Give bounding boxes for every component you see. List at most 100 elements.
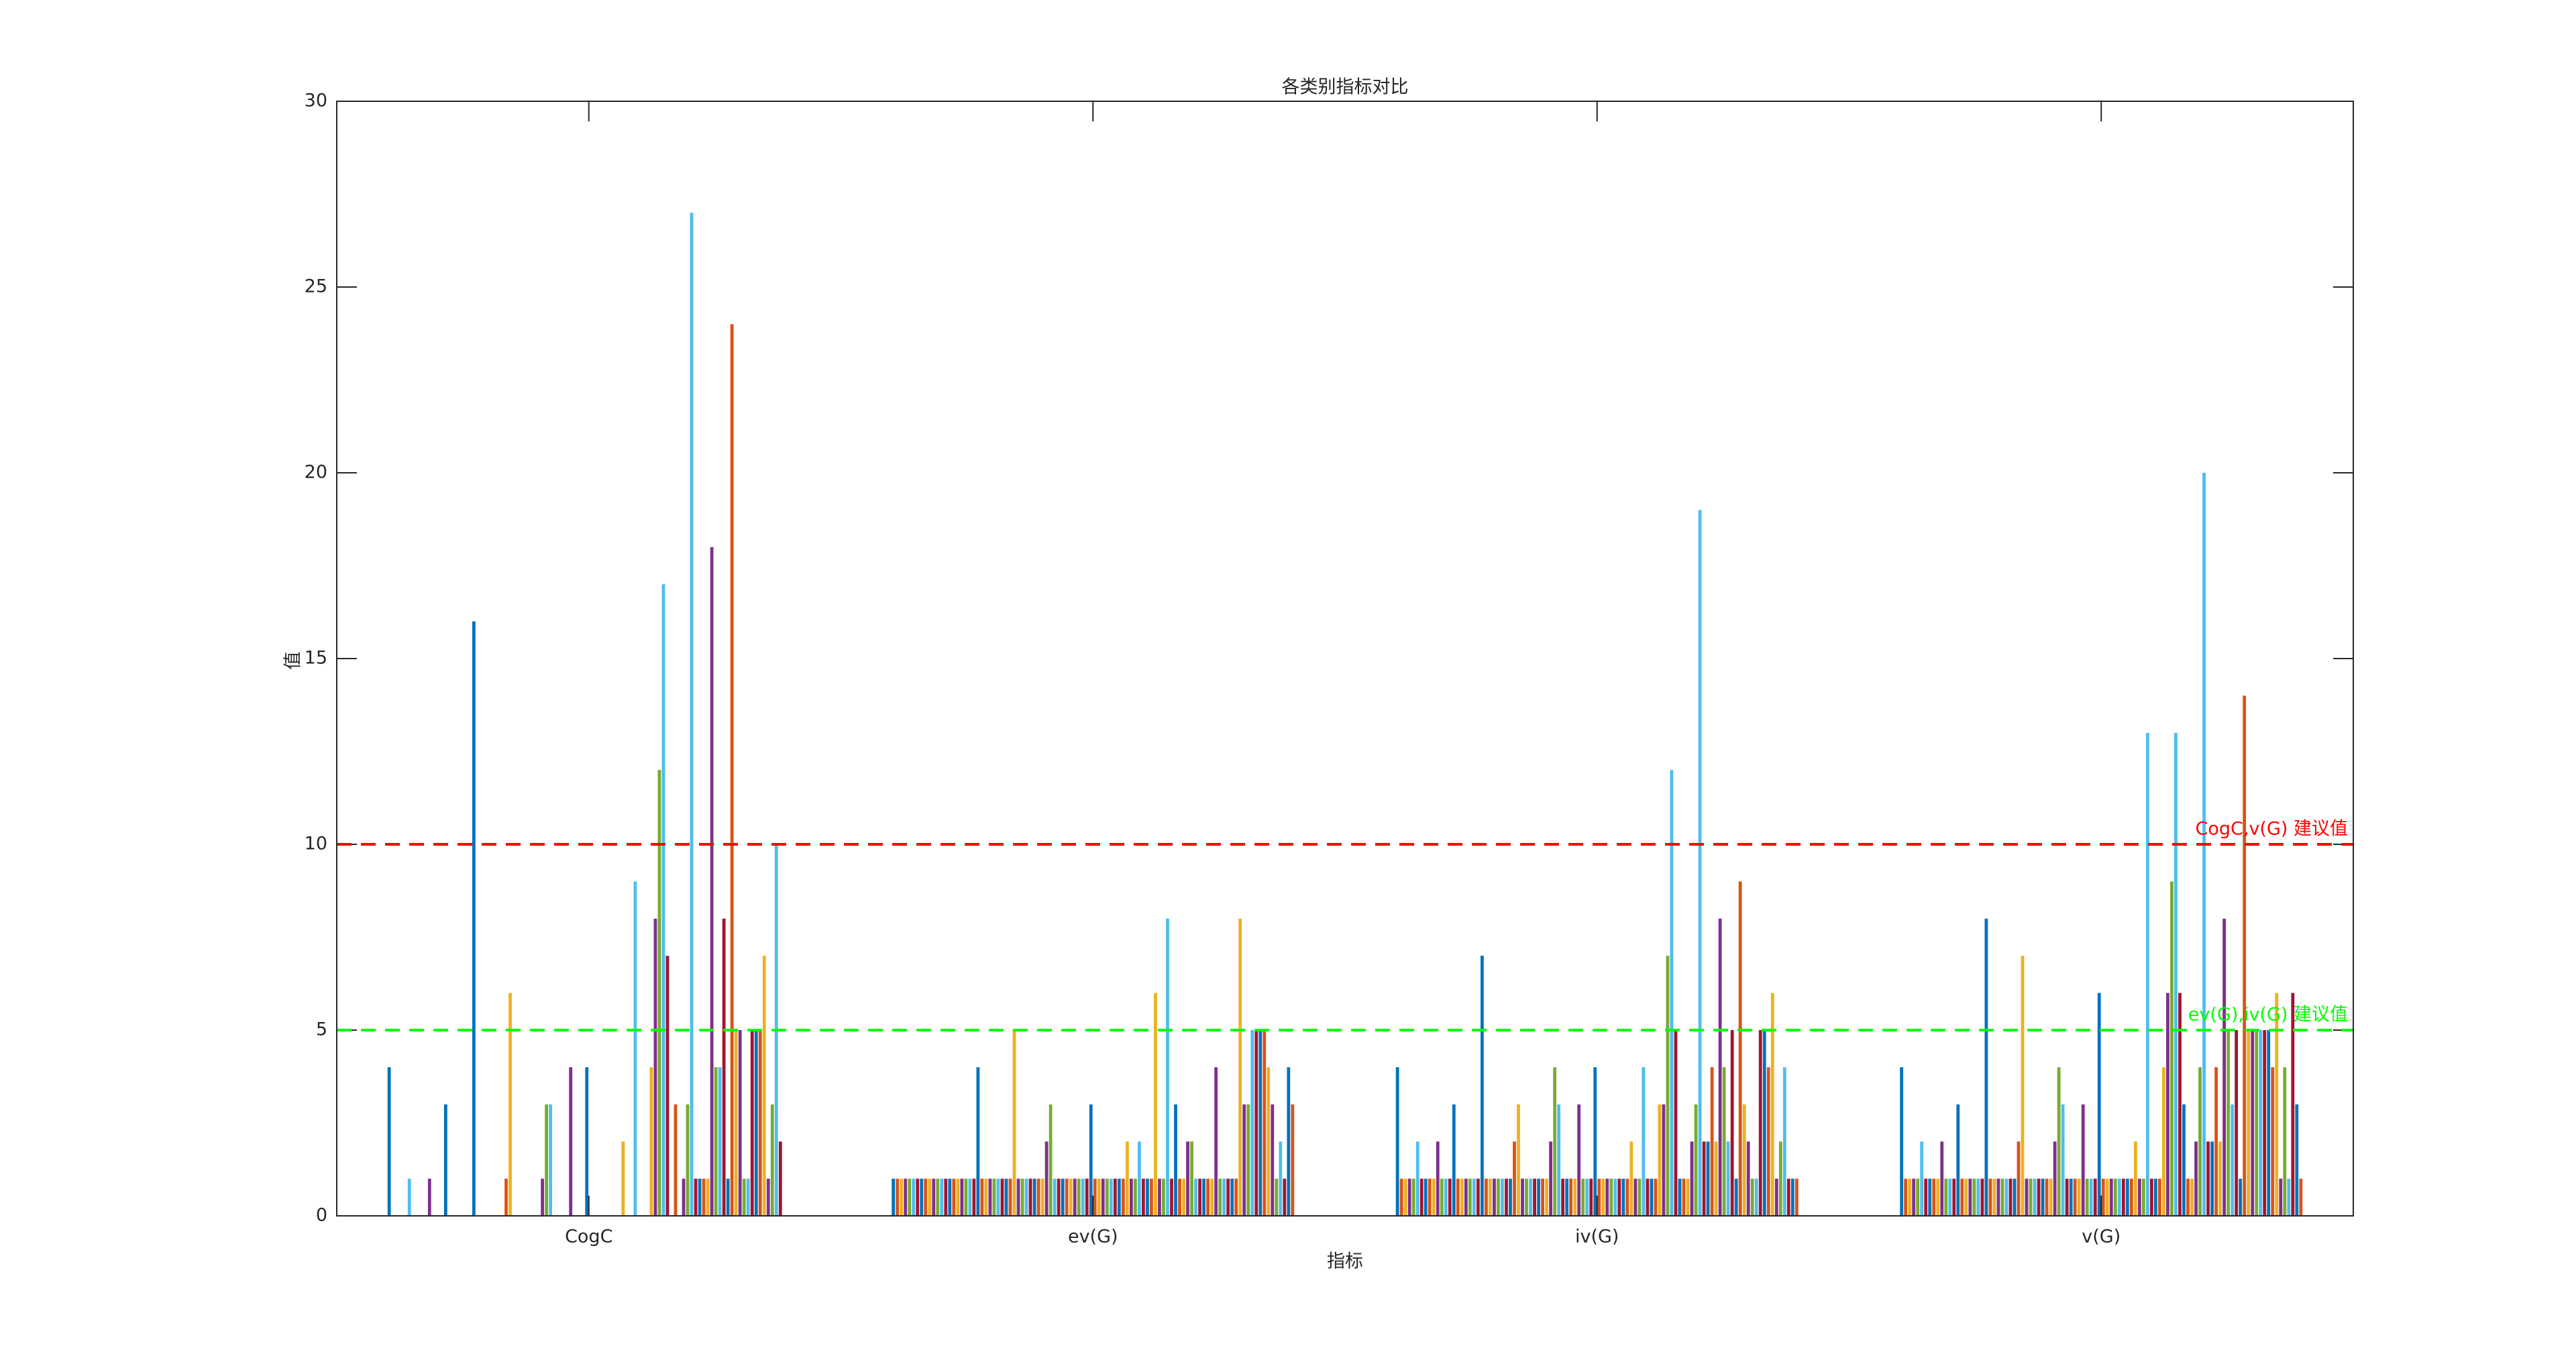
bar [2287, 1178, 2291, 1216]
bar [2259, 1030, 2263, 1216]
bar [407, 1178, 411, 1216]
bar [892, 1178, 896, 1216]
bar [1541, 1178, 1544, 1216]
bar [1154, 993, 1157, 1216]
bar [443, 1104, 447, 1216]
bar [1928, 1178, 1932, 1216]
bar [1105, 1178, 1109, 1216]
bar [1537, 1178, 1540, 1216]
y-tick-label: 5 [316, 1019, 327, 1040]
bar [1900, 1067, 1904, 1216]
bar [1505, 1178, 1508, 1216]
bar [1234, 1178, 1238, 1216]
bar [1146, 1178, 1149, 1216]
bar [722, 918, 726, 1216]
bar [1904, 1178, 1908, 1216]
bar [1174, 1104, 1177, 1216]
bar [1601, 1178, 1605, 1216]
bar [1472, 1178, 1476, 1216]
bar [940, 1178, 944, 1216]
bar [770, 1104, 774, 1216]
bar [1493, 1178, 1496, 1216]
bar [1674, 1030, 1678, 1216]
bar [1710, 1067, 1714, 1216]
bar [1529, 1178, 1532, 1216]
bar [569, 1067, 573, 1216]
bar [2021, 956, 2025, 1216]
bar [1742, 1104, 1746, 1216]
bar [1028, 1178, 1032, 1216]
bar [1263, 1030, 1267, 1216]
bar [1254, 1030, 1258, 1216]
bar [2073, 1178, 2077, 1216]
bar [1734, 1178, 1738, 1216]
bar [924, 1178, 928, 1216]
bar [2053, 1141, 2057, 1216]
bar [1625, 1178, 1629, 1216]
bar [1065, 1178, 1069, 1216]
bar [1758, 1030, 1762, 1216]
x-tick-label: ev(G) [1068, 1227, 1118, 1247]
bar [1476, 1178, 1480, 1216]
bar [1996, 1178, 2000, 1216]
bar [682, 1178, 686, 1216]
bar [1976, 1178, 1980, 1216]
bar [1419, 1178, 1424, 1216]
bar [1617, 1178, 1621, 1216]
bar [1726, 1141, 1730, 1216]
bar [1489, 1178, 1492, 1216]
bar [952, 1178, 956, 1216]
bar [746, 1178, 750, 1216]
bar [2065, 1178, 2069, 1216]
bar [633, 881, 637, 1216]
bar [1944, 1178, 1948, 1216]
y-tick-label: 15 [305, 648, 327, 669]
bar [900, 1178, 904, 1216]
bar [1012, 1030, 1016, 1216]
bar [1706, 1141, 1710, 1216]
bar [1121, 1178, 1125, 1216]
bar [387, 1067, 391, 1216]
bar [2137, 1178, 2141, 1216]
bar [1936, 1178, 1940, 1216]
bar [1565, 1178, 1569, 1216]
plot-frame [336, 101, 2354, 1217]
bar [686, 1104, 690, 1216]
bar [2239, 1178, 2243, 1216]
bar [932, 1178, 936, 1216]
bar [1198, 1178, 1201, 1216]
bar [972, 1178, 976, 1216]
bar [1162, 1178, 1165, 1216]
bar [2141, 1178, 2145, 1216]
x-axis-label: 指标 [1327, 1251, 1363, 1272]
bar [1605, 1178, 1609, 1216]
bar [1411, 1178, 1415, 1216]
bar [1275, 1178, 1279, 1216]
bar [1972, 1178, 1976, 1216]
bar [1129, 1178, 1133, 1216]
bar [1395, 1067, 1399, 1216]
bar [992, 1178, 996, 1216]
bar [1585, 1178, 1589, 1216]
bar [1150, 1178, 1153, 1216]
bar [1633, 1178, 1638, 1216]
y-axis-label: 值 [283, 652, 304, 670]
bar [1032, 1178, 1036, 1216]
bar [1662, 1104, 1666, 1216]
bar [1956, 1104, 1960, 1216]
bar [2129, 1178, 2133, 1216]
bar [1912, 1178, 1916, 1216]
bar [427, 1178, 431, 1216]
bar [2057, 1067, 2061, 1216]
bar [2145, 732, 2149, 1216]
bar [1714, 1141, 1718, 1216]
bar [1182, 1178, 1185, 1216]
bar [1440, 1178, 1444, 1216]
bar [2263, 1030, 2267, 1216]
bar [1101, 1178, 1105, 1216]
bar [2243, 695, 2247, 1216]
bar [1774, 1178, 1778, 1216]
bar [698, 1178, 702, 1216]
bar [2186, 1178, 2190, 1216]
bar [2069, 1178, 2073, 1216]
